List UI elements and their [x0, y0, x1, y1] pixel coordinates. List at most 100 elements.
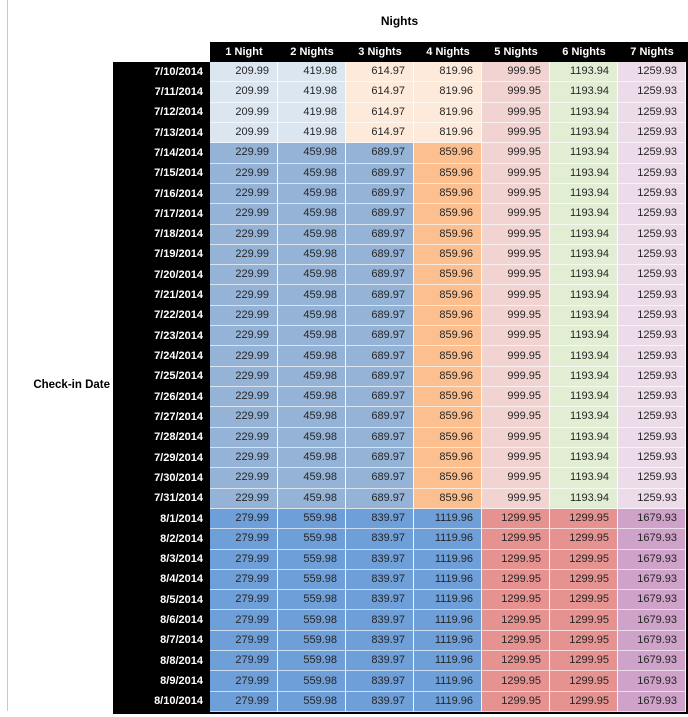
price-cell[interactable]: 859.96: [414, 285, 482, 306]
price-cell[interactable]: 859.96: [414, 488, 482, 509]
price-cell[interactable]: 839.97: [346, 671, 414, 692]
row-header-date[interactable]: 7/30/2014: [113, 468, 210, 489]
price-cell[interactable]: 459.98: [278, 488, 346, 509]
price-cell[interactable]: 859.96: [414, 447, 482, 469]
price-cell[interactable]: 459.98: [278, 468, 346, 489]
price-cell[interactable]: 459.98: [278, 407, 346, 428]
price-cell[interactable]: 839.97: [346, 529, 414, 550]
row-header-date[interactable]: 7/12/2014: [113, 102, 210, 123]
price-cell[interactable]: 419.98: [278, 62, 346, 83]
column-header[interactable]: 2 Nights: [278, 42, 346, 62]
price-cell[interactable]: 1259.93: [618, 285, 686, 306]
price-cell[interactable]: 1679.93: [618, 569, 686, 591]
row-header-date[interactable]: 7/14/2014: [113, 143, 210, 164]
price-cell[interactable]: 1679.93: [618, 549, 686, 570]
price-cell[interactable]: 209.99: [210, 62, 278, 83]
row-header-date[interactable]: 7/17/2014: [113, 204, 210, 225]
price-cell[interactable]: 1119.96: [414, 549, 482, 570]
price-cell[interactable]: 689.97: [346, 244, 414, 266]
price-cell[interactable]: 209.99: [210, 102, 278, 123]
price-cell[interactable]: 819.96: [414, 62, 482, 83]
price-cell[interactable]: 459.98: [278, 447, 346, 469]
price-cell[interactable]: 1193.94: [550, 285, 618, 306]
price-cell[interactable]: 1259.93: [618, 427, 686, 448]
price-cell[interactable]: 1679.93: [618, 508, 686, 530]
price-cell[interactable]: 689.97: [346, 204, 414, 225]
price-cell[interactable]: 1193.94: [550, 265, 618, 286]
price-cell[interactable]: 419.98: [278, 122, 346, 144]
price-cell[interactable]: 229.99: [210, 183, 278, 205]
price-cell[interactable]: 279.99: [210, 549, 278, 570]
price-cell[interactable]: 1679.93: [618, 529, 686, 550]
price-cell[interactable]: 1299.95: [482, 590, 550, 611]
column-header[interactable]: 5 Nights: [482, 42, 550, 62]
price-cell[interactable]: 1259.93: [618, 407, 686, 428]
price-cell[interactable]: 229.99: [210, 244, 278, 266]
row-header-date[interactable]: 7/23/2014: [113, 326, 210, 347]
price-cell[interactable]: 559.98: [278, 569, 346, 591]
row-header-date[interactable]: 7/13/2014: [113, 122, 210, 144]
price-cell[interactable]: 859.96: [414, 305, 482, 327]
price-cell[interactable]: 999.95: [482, 326, 550, 347]
price-cell[interactable]: 859.96: [414, 468, 482, 489]
price-cell[interactable]: 1193.94: [550, 82, 618, 103]
price-cell[interactable]: 839.97: [346, 569, 414, 591]
price-cell[interactable]: 1679.93: [618, 691, 686, 712]
price-cell[interactable]: 1119.96: [414, 630, 482, 652]
price-cell[interactable]: 1119.96: [414, 671, 482, 692]
price-cell[interactable]: 1299.95: [482, 549, 550, 570]
price-cell[interactable]: 859.96: [414, 183, 482, 205]
price-cell[interactable]: 459.98: [278, 366, 346, 387]
row-header-date[interactable]: 8/2/2014: [113, 529, 210, 550]
price-cell[interactable]: 689.97: [346, 305, 414, 327]
price-cell[interactable]: 279.99: [210, 569, 278, 591]
row-header-date[interactable]: 8/5/2014: [113, 590, 210, 611]
price-cell[interactable]: 229.99: [210, 326, 278, 347]
row-header-date[interactable]: 7/15/2014: [113, 163, 210, 184]
row-header-date[interactable]: 8/1/2014: [113, 508, 210, 530]
price-cell[interactable]: 229.99: [210, 488, 278, 509]
price-cell[interactable]: 1259.93: [618, 163, 686, 184]
price-cell[interactable]: 859.96: [414, 427, 482, 448]
price-cell[interactable]: 999.95: [482, 224, 550, 245]
price-cell[interactable]: 1259.93: [618, 366, 686, 387]
price-cell[interactable]: 859.96: [414, 244, 482, 266]
price-cell[interactable]: 1299.95: [550, 529, 618, 550]
price-cell[interactable]: 689.97: [346, 427, 414, 448]
price-cell[interactable]: 999.95: [482, 346, 550, 367]
price-cell[interactable]: 229.99: [210, 143, 278, 164]
price-cell[interactable]: 1299.95: [550, 569, 618, 591]
row-header-date[interactable]: 7/28/2014: [113, 427, 210, 448]
price-cell[interactable]: 999.95: [482, 265, 550, 286]
price-cell[interactable]: 819.96: [414, 82, 482, 103]
price-cell[interactable]: 1193.94: [550, 122, 618, 144]
row-header-date[interactable]: 8/4/2014: [113, 569, 210, 591]
price-cell[interactable]: 859.96: [414, 387, 482, 408]
price-cell[interactable]: 459.98: [278, 204, 346, 225]
price-cell[interactable]: 1193.94: [550, 305, 618, 327]
price-cell[interactable]: 1299.95: [482, 671, 550, 692]
row-header-date[interactable]: 8/8/2014: [113, 651, 210, 672]
column-header[interactable]: 7 Nights: [618, 42, 686, 62]
price-cell[interactable]: 614.97: [346, 102, 414, 123]
price-cell[interactable]: 999.95: [482, 366, 550, 387]
price-cell[interactable]: 614.97: [346, 62, 414, 83]
price-cell[interactable]: 1299.95: [550, 671, 618, 692]
price-cell[interactable]: 1119.96: [414, 529, 482, 550]
price-cell[interactable]: 1119.96: [414, 590, 482, 611]
column-header[interactable]: 1 Night: [210, 42, 278, 62]
price-cell[interactable]: 1119.96: [414, 569, 482, 591]
row-header-date[interactable]: 7/22/2014: [113, 305, 210, 327]
price-cell[interactable]: 999.95: [482, 387, 550, 408]
price-cell[interactable]: 1299.95: [550, 508, 618, 530]
price-cell[interactable]: 839.97: [346, 508, 414, 530]
price-cell[interactable]: 279.99: [210, 610, 278, 631]
price-cell[interactable]: 279.99: [210, 651, 278, 672]
price-cell[interactable]: 1259.93: [618, 183, 686, 205]
row-header-date[interactable]: 8/9/2014: [113, 671, 210, 692]
price-cell[interactable]: 419.98: [278, 102, 346, 123]
price-cell[interactable]: 1259.93: [618, 488, 686, 509]
row-header-date[interactable]: 7/11/2014: [113, 82, 210, 103]
price-cell[interactable]: 1193.94: [550, 204, 618, 225]
price-cell[interactable]: 689.97: [346, 366, 414, 387]
